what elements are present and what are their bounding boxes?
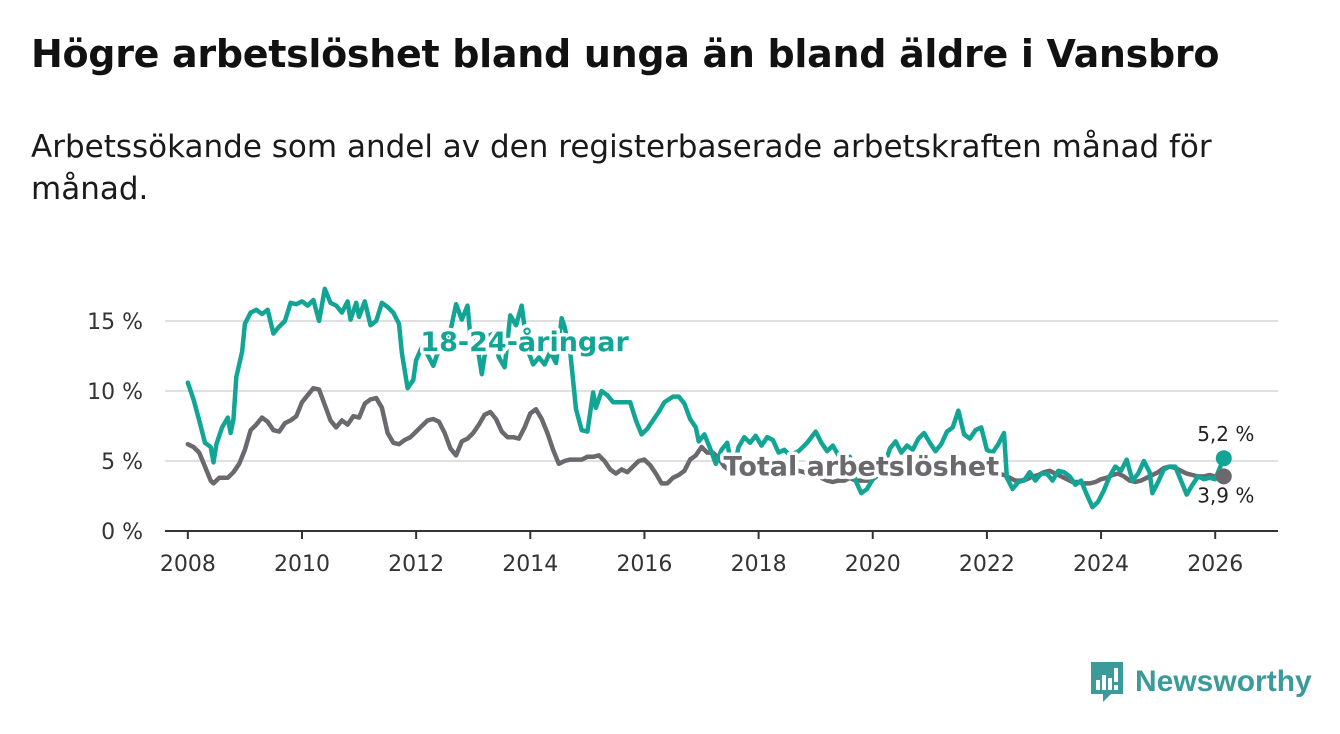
newsworthy-logo-icon	[1091, 662, 1123, 702]
end-label-youth: 5,2 %	[1197, 422, 1254, 446]
x-tick-label: 2016	[616, 552, 672, 577]
x-tick-label: 2008	[160, 552, 216, 577]
series-label-total: Total arbetslöshet	[724, 452, 1000, 483]
brand-logo: Newsworthy	[1089, 660, 1312, 704]
y-tick-label: 5 %	[101, 450, 143, 475]
x-tick-label: 2014	[502, 552, 558, 577]
page-subtitle: Arbetssökande som andel av den registerb…	[31, 129, 1212, 207]
x-tick-label: 2020	[845, 552, 901, 577]
x-tick-label: 2010	[274, 552, 330, 577]
end-point-youth	[1215, 450, 1232, 467]
x-tick-label: 2024	[1073, 552, 1129, 577]
y-tick-label: 10 %	[87, 380, 143, 405]
y-tick-label: 0 %	[101, 520, 143, 545]
x-axis: 2008 2010 2012 2014 2016 2018 2020 2022 2024 2026	[160, 530, 1278, 577]
grid-lines	[165, 320, 1278, 462]
x-tick-label: 2026	[1187, 552, 1243, 577]
series-line-total	[185, 385, 1227, 486]
series	[185, 286, 1232, 510]
series-label-youth: 18-24-åringar	[420, 326, 629, 358]
x-tick-label: 2018	[731, 552, 787, 577]
end-label-total: 3,9 %	[1197, 483, 1254, 507]
y-axis: 0 % 5 % 10 % 15 %	[87, 310, 143, 545]
y-tick-label: 15 %	[87, 310, 143, 335]
series-labels: 5,2 % 3,9 % 18-24-åringar Total arbetslöshe…	[417, 323, 1254, 508]
page-title: Högre arbetslöshet bland unga än bland ä…	[31, 32, 1220, 76]
x-tick-label: 2012	[388, 552, 444, 577]
brand-name: Newsworthy	[1135, 665, 1312, 698]
series-line-youth	[185, 286, 1227, 510]
end-point-total	[1215, 468, 1232, 485]
x-tick-label: 2022	[959, 552, 1015, 577]
